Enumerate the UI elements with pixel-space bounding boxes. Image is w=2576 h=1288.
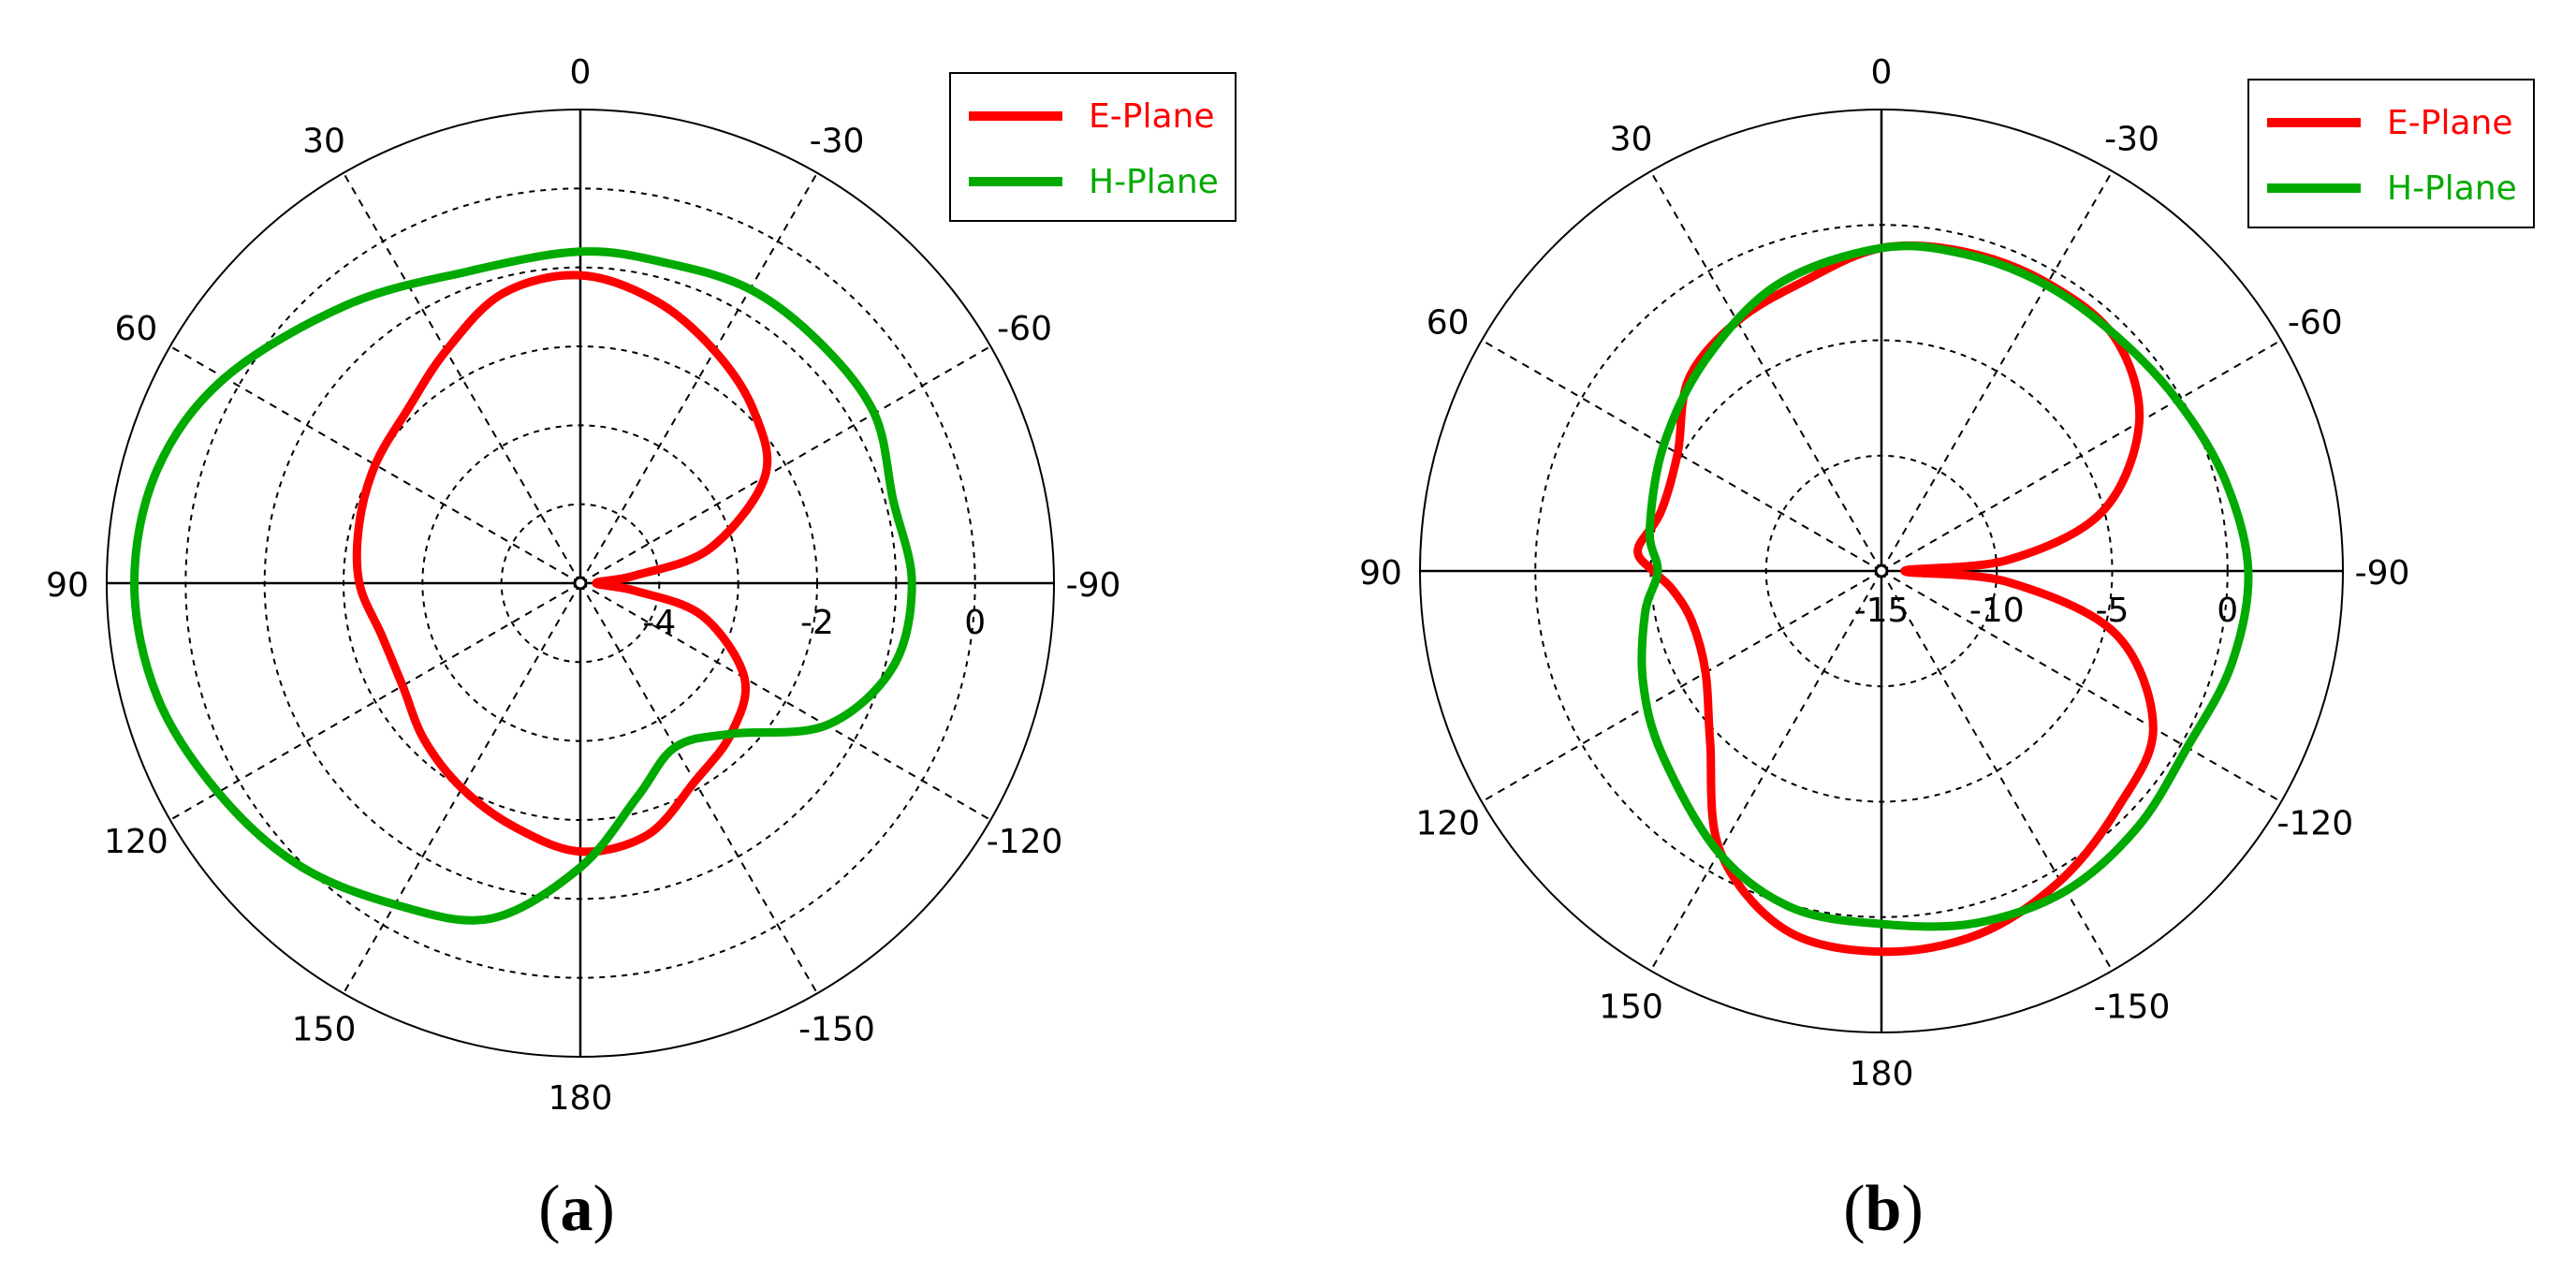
legend: E-Plane H-Plane	[2247, 79, 2535, 228]
angle-tick-label: 30	[302, 122, 345, 160]
angle-tick-label: 60	[115, 310, 158, 348]
polar-grid-spoke	[343, 172, 581, 584]
polar-grid-spoke	[1881, 570, 2282, 803]
angle-tick-label: -60	[2288, 304, 2343, 343]
angle-tick-label: -150	[2094, 988, 2171, 1026]
series-line-e-plane	[352, 271, 772, 856]
angle-tick-label: 150	[1599, 988, 1663, 1026]
angle-tick-label: -120	[2276, 805, 2353, 843]
radial-tick-label: -4	[642, 604, 676, 642]
radial-tick-label: -10	[1969, 592, 2025, 630]
angle-tick-label: -90	[2355, 554, 2410, 593]
polar-grid-spoke	[1881, 570, 2114, 972]
angle-tick-label: -30	[810, 122, 865, 160]
angle-tick-label: 150	[292, 1011, 357, 1049]
panel-label-b: b	[1865, 1173, 1902, 1245]
legend-label: H-Plane	[1089, 163, 1219, 201]
angle-tick-label: 180	[1850, 1055, 1914, 1093]
polar-grid-spoke	[579, 582, 818, 994]
angle-tick-label: 60	[1427, 304, 1470, 343]
panel-caption-b: (b)	[1843, 1173, 1924, 1245]
polar-grid-spoke	[343, 582, 581, 994]
legend-label: E-Plane	[1089, 97, 1214, 136]
radial-tick-label: 0	[2217, 592, 2238, 630]
angle-tick-label: 180	[549, 1079, 613, 1118]
polar-center-marker	[573, 576, 588, 591]
polar-grid-spoke	[579, 345, 991, 584]
legend-label: H-Plane	[2387, 169, 2517, 208]
polar-grid-spoke	[579, 172, 818, 584]
angle-tick-label: 120	[104, 823, 168, 861]
angle-tick-label: 0	[570, 53, 592, 92]
angle-tick-label: 90	[1359, 554, 1402, 593]
radial-tick-label: -2	[800, 604, 834, 642]
series-line-h-plane	[1637, 242, 2253, 931]
radial-tick-label: -15	[1854, 592, 1910, 630]
polar-grid-spoke	[1481, 570, 1882, 803]
panel-caption-a: (a)	[538, 1173, 615, 1245]
angle-tick-label: -90	[1066, 566, 1121, 605]
angle-tick-label: -60	[997, 310, 1052, 348]
angle-tick-label: 120	[1415, 805, 1480, 843]
radial-tick-label: 0	[964, 604, 986, 642]
polar-grid-spoke	[1881, 170, 2114, 572]
polar-chart-a: 0 30 60 90 120 150 180 -150 -120 -90 -60 -30 -4 -2 0 E-…	[46, 53, 1237, 1118]
legend: E-Plane H-Plane	[949, 72, 1237, 222]
legend-label: E-Plane	[2387, 104, 2512, 142]
polar-grid-spoke	[169, 582, 581, 821]
angle-tick-label: -30	[2104, 121, 2159, 159]
polar-grid-spoke	[579, 582, 991, 821]
series-line-h-plane	[130, 247, 916, 925]
angle-tick-label: 30	[1610, 121, 1653, 159]
polar-grid-spoke	[169, 345, 581, 584]
angle-tick-label: 90	[46, 566, 89, 605]
series-line-e-plane	[1633, 241, 2158, 957]
polar-grid-spoke	[1649, 170, 1882, 572]
legend-box	[949, 72, 1237, 222]
polar-grid-spoke	[1649, 570, 1882, 972]
angle-tick-label: -120	[987, 823, 1063, 861]
panel-label-a: a	[560, 1173, 593, 1245]
angle-tick-label: -150	[798, 1011, 875, 1049]
polar-grid-spoke	[1881, 339, 2282, 572]
polar-grid-spoke	[1481, 339, 1882, 572]
angle-tick-label: 0	[1871, 53, 1893, 92]
legend-box	[2247, 79, 2535, 228]
polar-center-marker	[1874, 564, 1889, 578]
